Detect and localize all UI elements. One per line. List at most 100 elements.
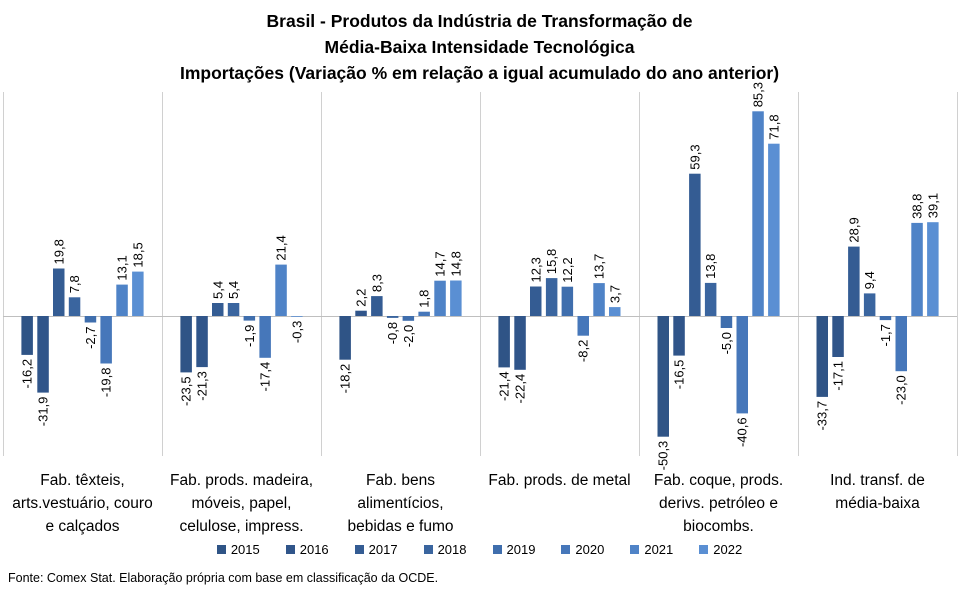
category-label-6-line-1: Ind. transf. de xyxy=(830,472,925,489)
legend-swatch xyxy=(561,545,571,554)
data-label-2020-cat-3: 1,8 xyxy=(417,290,432,308)
bar-2022-cat-6 xyxy=(927,222,939,316)
bar-2015-cat-6 xyxy=(816,316,828,397)
bar-2019-cat-2 xyxy=(243,316,256,321)
legend-swatch xyxy=(285,545,295,554)
legend-swatch xyxy=(630,545,640,554)
legend-label: 2022 xyxy=(713,542,743,557)
bar-2016-cat-3 xyxy=(355,310,367,316)
legend-item-2017: 2017 xyxy=(354,542,398,557)
category-label-1-line-3: e calçados xyxy=(45,518,119,535)
bar-chart: -16,2-31,9 19,87,8 -2,7 -19,8 13,118,5 Fab. t… xyxy=(3,82,958,535)
bar-2021-cat-1 xyxy=(116,284,128,316)
bar-2019-cat-5 xyxy=(720,316,733,328)
category-label-3-line-3: bebidas e fumo xyxy=(348,518,454,535)
bar-2021-cat-5 xyxy=(752,111,764,316)
legend-item-2019: 2019 xyxy=(492,542,535,557)
category-label-5-line-2: derivs. petróleo e xyxy=(659,495,778,512)
data-label-2017-cat-6: 28,9 xyxy=(846,217,861,242)
data-label-2018-cat-6: 9,4 xyxy=(862,271,877,289)
data-label-2016-cat-2: -21,3 xyxy=(195,371,210,401)
data-label-2017-cat-4: 12,3 xyxy=(528,257,543,282)
category-label-2-line-3: celulose, impress. xyxy=(179,518,303,535)
data-label-2015-cat-6: -33,7 xyxy=(815,401,830,431)
data-label-2015-cat-4: -21,4 xyxy=(497,371,512,401)
chart-title-line-2: Média-Baixa Intensidade Tecnológica xyxy=(324,37,635,57)
legend-swatch xyxy=(492,545,502,554)
data-label-2017-cat-2: 5,4 xyxy=(210,281,225,299)
bar-2016-cat-2 xyxy=(196,316,208,368)
bar-2022-cat-3 xyxy=(450,280,462,316)
data-label-2018-cat-3: -0,8 xyxy=(385,322,400,344)
category-label-3-line-2: alimentícios, xyxy=(357,495,443,512)
data-label-2018-cat-2: 5,4 xyxy=(226,281,241,299)
bar-2020-cat-3 xyxy=(418,311,430,316)
category-label-2-line-2: móveis, papel, xyxy=(192,495,292,512)
legend-item-2021: 2021 xyxy=(630,542,673,557)
data-label-2019-cat-4: 12,2 xyxy=(560,257,575,282)
bar-2018-cat-2 xyxy=(227,303,240,316)
category-label-4-line-1: Fab. prods. de metal xyxy=(488,472,630,489)
chart-title: Brasil - Produtos da Indústria de Transf… xyxy=(0,8,959,86)
legend-swatch xyxy=(699,545,709,554)
category-label-5-line-1: Fab. coque, prods. xyxy=(654,472,783,489)
category-label-6-line-2: média-baixa xyxy=(835,495,920,512)
data-label-2021-cat-6: 38,8 xyxy=(910,194,925,219)
data-label-2020-cat-5: -40,6 xyxy=(735,417,750,447)
bar-2020-cat-2 xyxy=(259,316,271,358)
data-label-2021-cat-3: 14,7 xyxy=(433,251,448,276)
bar-2022-cat-1 xyxy=(132,271,144,316)
bar-2018-cat-3 xyxy=(386,316,399,318)
category-label-5-line-3: biocombs. xyxy=(683,518,754,535)
data-label-2015-cat-5: -50,3 xyxy=(656,441,671,471)
data-label-2020-cat-4: -8,2 xyxy=(576,340,591,362)
data-label-2016-cat-4: -22,4 xyxy=(513,374,528,404)
data-label-2016-cat-5: -16,5 xyxy=(672,360,687,390)
data-label-2015-cat-2: -23,5 xyxy=(179,376,194,406)
data-label-2022-cat-6: 39,1 xyxy=(925,193,940,218)
bar-2022-cat-5 xyxy=(768,143,780,316)
data-label-2019-cat-5: -5,0 xyxy=(719,332,734,354)
legend-swatch xyxy=(216,545,226,554)
bar-2019-cat-1 xyxy=(84,316,97,323)
bar-2017-cat-5 xyxy=(689,173,701,316)
bar-2021-cat-4 xyxy=(593,283,605,316)
legend-label: 2015 xyxy=(230,542,260,557)
data-label-2017-cat-1: 19,8 xyxy=(51,239,66,264)
bar-2019-cat-6 xyxy=(879,316,892,321)
data-label-2022-cat-1: 18,5 xyxy=(130,242,145,267)
data-label-2020-cat-6: -23,0 xyxy=(894,375,909,405)
category-label-2-line-1: Fab. prods. madeira, xyxy=(170,472,313,489)
data-label-2018-cat-1: 7,8 xyxy=(67,275,82,293)
bar-2017-cat-1 xyxy=(53,268,65,316)
data-label-2019-cat-2: -1,9 xyxy=(242,325,257,347)
legend-label: 2021 xyxy=(644,542,674,557)
bar-2017-cat-6 xyxy=(848,246,860,316)
data-label-2018-cat-4: 15,8 xyxy=(544,249,559,274)
data-label-2017-cat-5: 59,3 xyxy=(687,144,702,169)
data-label-2022-cat-2: -0,3 xyxy=(289,321,304,343)
chart-legend: 2015 2016 2017 2018 2019 2020 2021 2022 xyxy=(0,542,959,557)
data-label-2016-cat-1: -31,9 xyxy=(36,397,51,427)
chart-title-line-3: Importações (Variação % em relação a igu… xyxy=(179,63,780,83)
bar-2018-cat-6 xyxy=(863,293,876,316)
bar-2022-cat-4 xyxy=(609,307,621,316)
bar-2015-cat-5 xyxy=(657,316,669,437)
category-label-3-line-1: Fab. bens xyxy=(366,472,435,489)
bar-2019-cat-4 xyxy=(561,286,574,316)
bar-2020-cat-5 xyxy=(736,316,748,414)
legend-item-2016: 2016 xyxy=(285,542,329,557)
data-label-2020-cat-2: -17,4 xyxy=(258,362,273,392)
data-label-2019-cat-3: -2,0 xyxy=(401,325,416,347)
bar-2015-cat-4 xyxy=(498,316,510,368)
data-label-2022-cat-3: 14,8 xyxy=(448,251,463,276)
legend-swatch xyxy=(423,545,433,554)
bar-2017-cat-4 xyxy=(530,286,542,316)
data-label-2021-cat-5: 85,3 xyxy=(751,82,766,107)
bar-2019-cat-3 xyxy=(402,316,415,321)
data-label-2019-cat-6: -1,7 xyxy=(878,324,893,346)
bar-2021-cat-3 xyxy=(434,280,446,316)
data-label-2017-cat-3: 8,3 xyxy=(369,274,384,292)
data-label-2018-cat-5: 13,8 xyxy=(703,254,718,279)
bar-2016-cat-6 xyxy=(832,316,844,357)
